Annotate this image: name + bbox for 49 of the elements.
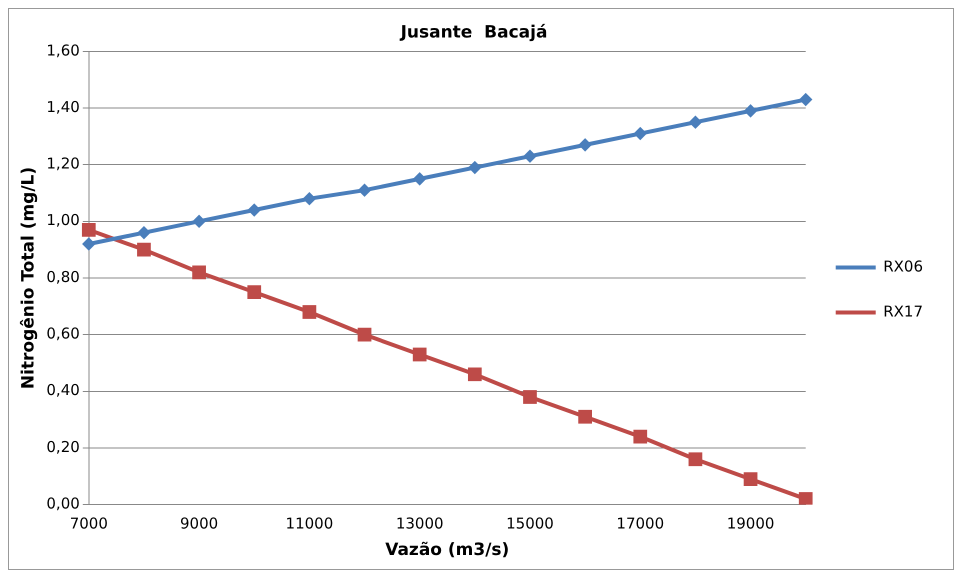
point [413,172,426,186]
legend-label: RX06 [883,257,924,276]
point [744,472,758,486]
point [799,93,812,106]
y-tick-label: 0,00 [46,494,80,512]
x-tick-label: 13000 [396,514,444,532]
point [798,492,813,505]
point [247,285,262,300]
x-tick-label: 7000 [70,514,108,532]
y-tick-label: 1,40 [46,98,80,116]
point [523,390,537,404]
point [578,410,592,424]
point [302,305,316,319]
point [192,214,206,228]
x-tick-label: 11000 [286,514,334,532]
point [82,238,96,251]
point [634,127,647,140]
y-tick-label: 0,40 [46,381,80,400]
x-axis-title: Vazão (m3/s) [385,540,510,560]
point [578,138,592,152]
point [192,265,206,280]
point [302,192,316,206]
y-tick-label: 0,20 [46,438,80,456]
x-tick-label: 9000 [180,514,218,532]
legend-label: RX17 [883,302,924,320]
point [412,348,427,362]
point [688,452,702,466]
x-tick-label: 15000 [506,514,554,532]
y-axis-title: Nitrogênio Total (mg/L) [18,166,39,390]
point [744,104,758,118]
point [358,328,372,342]
point [468,161,482,174]
y-tick-label: 1,20 [46,154,80,173]
point [82,222,96,237]
x-tick-label: 17000 [616,514,664,532]
point [137,226,150,240]
x-tick-label: 19000 [726,514,774,532]
chart-title: Jusante Bacajá [400,22,548,43]
point [688,116,702,129]
point [248,204,261,217]
y-tick-label: 1,00 [46,211,80,230]
point [358,184,372,197]
point [137,242,151,257]
y-tick-label: 1,60 [46,41,80,60]
point [468,367,482,382]
y-tick-label: 0,60 [46,324,80,343]
point [523,150,536,163]
y-tick-label: 0,80 [46,268,80,286]
point [633,430,648,444]
